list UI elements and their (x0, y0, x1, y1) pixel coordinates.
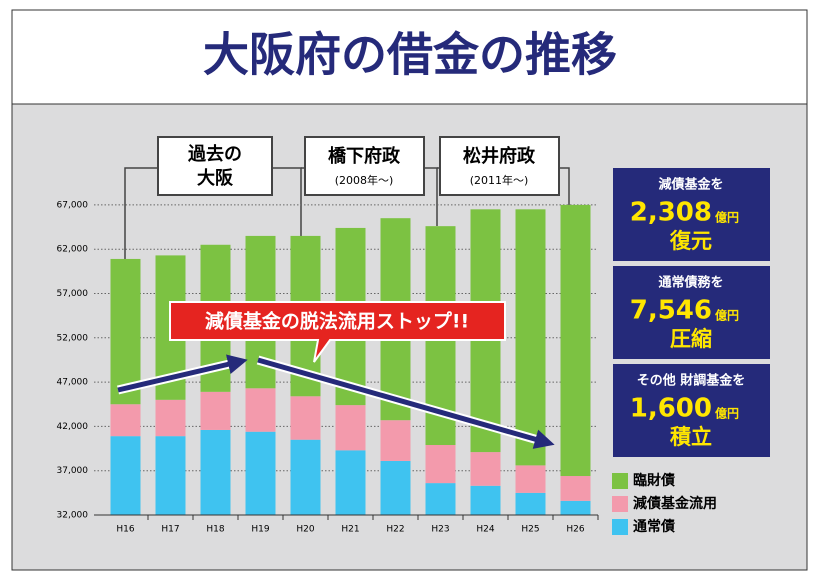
bar-segment (425, 445, 456, 484)
bar-segment (515, 209, 546, 466)
panel (613, 168, 770, 261)
bar-segment (425, 483, 456, 515)
bar-segment (560, 500, 591, 515)
y-tick-label: 52,000 (57, 333, 89, 343)
bar-segment (245, 431, 276, 515)
x-tick-label: H23 (431, 525, 449, 535)
legend-label: 臨財債 (633, 472, 675, 489)
panel-unit: 億円 (715, 406, 739, 421)
bar-segment (110, 258, 141, 405)
callout-box (157, 136, 273, 196)
panel-top: 減債基金を (658, 177, 723, 193)
panel-amount: 7,546 (630, 296, 712, 326)
callout-box (439, 136, 560, 196)
x-tick-label: H18 (206, 525, 224, 535)
legend-swatch (612, 473, 628, 489)
callout-text: (2011年〜) (470, 173, 529, 187)
panel (613, 364, 770, 457)
callout-text: (2008年〜) (335, 173, 394, 187)
y-tick-label: 62,000 (57, 245, 89, 255)
panel-top: 通常債務を (658, 275, 723, 291)
panel-amount: 1,600 (630, 394, 712, 424)
y-tick-label: 47,000 (57, 378, 89, 388)
callout-text: 松井府政 (463, 145, 536, 167)
callout-text: 橋下府政 (328, 145, 401, 167)
x-tick-label: H24 (476, 525, 494, 535)
y-tick-label: 42,000 (57, 422, 89, 432)
callout-text: 過去の (188, 143, 242, 165)
panel-amount: 2,308 (630, 198, 712, 228)
x-tick-label: H22 (386, 525, 404, 535)
panel-bottom: 積立 (670, 425, 712, 449)
banner-text: 減債基金の脱法流用ストップ!! (205, 310, 469, 333)
bar-segment (470, 452, 501, 486)
bar-segment (290, 439, 321, 515)
x-tick-label: H17 (161, 525, 179, 535)
bar-segment (335, 405, 366, 451)
legend-label: 通常債 (633, 518, 675, 535)
callout-box (304, 136, 425, 196)
legend-label: 減債基金流用 (633, 495, 717, 512)
bar-segment (560, 204, 591, 477)
callout-text: 大阪 (197, 167, 234, 189)
legend-swatch (612, 519, 628, 535)
bar-segment (335, 450, 366, 515)
bar-segment (380, 460, 411, 515)
bar-segment (515, 492, 546, 515)
x-tick-label: H21 (341, 525, 359, 535)
bar-segment (110, 404, 141, 437)
bar-segment (155, 436, 186, 515)
x-tick-label: H25 (521, 525, 539, 535)
x-tick-label: H16 (116, 525, 134, 535)
x-tick-label: H26 (566, 525, 584, 535)
bar-segment (245, 388, 276, 432)
header (11, 9, 808, 105)
title: 大阪府の借金の推移 (203, 28, 617, 82)
y-tick-label: 57,000 (57, 289, 89, 299)
bar-segment (560, 476, 591, 501)
bar-segment (470, 485, 501, 515)
bar-segment (200, 391, 231, 430)
y-tick-label: 67,000 (57, 200, 89, 210)
panel-bottom: 復元 (669, 229, 712, 253)
panel (613, 266, 770, 359)
y-tick-label: 32,000 (57, 511, 89, 521)
legend-swatch (612, 496, 628, 512)
arrows (117, 354, 555, 449)
bar-segment (290, 396, 321, 440)
callout-boxes: 過去の 大阪 橋下府政 (2008年〜) 松井府政 (2011年〜) (157, 136, 560, 196)
panel-bottom: 圧縮 (670, 327, 712, 351)
bar-segment (515, 465, 546, 493)
panel-unit: 億円 (715, 210, 739, 225)
bar-segment (200, 429, 231, 515)
x-tick-label: H20 (296, 525, 314, 535)
panel-top: その他 財調基金を (637, 373, 746, 389)
x-tick-label: H19 (251, 525, 269, 535)
banner (169, 301, 506, 363)
bar-segment (110, 436, 141, 515)
y-tick-label: 37,000 (57, 466, 89, 476)
bar-segment (380, 420, 411, 461)
panel-unit: 億円 (715, 308, 739, 323)
bar-segment (155, 399, 186, 437)
